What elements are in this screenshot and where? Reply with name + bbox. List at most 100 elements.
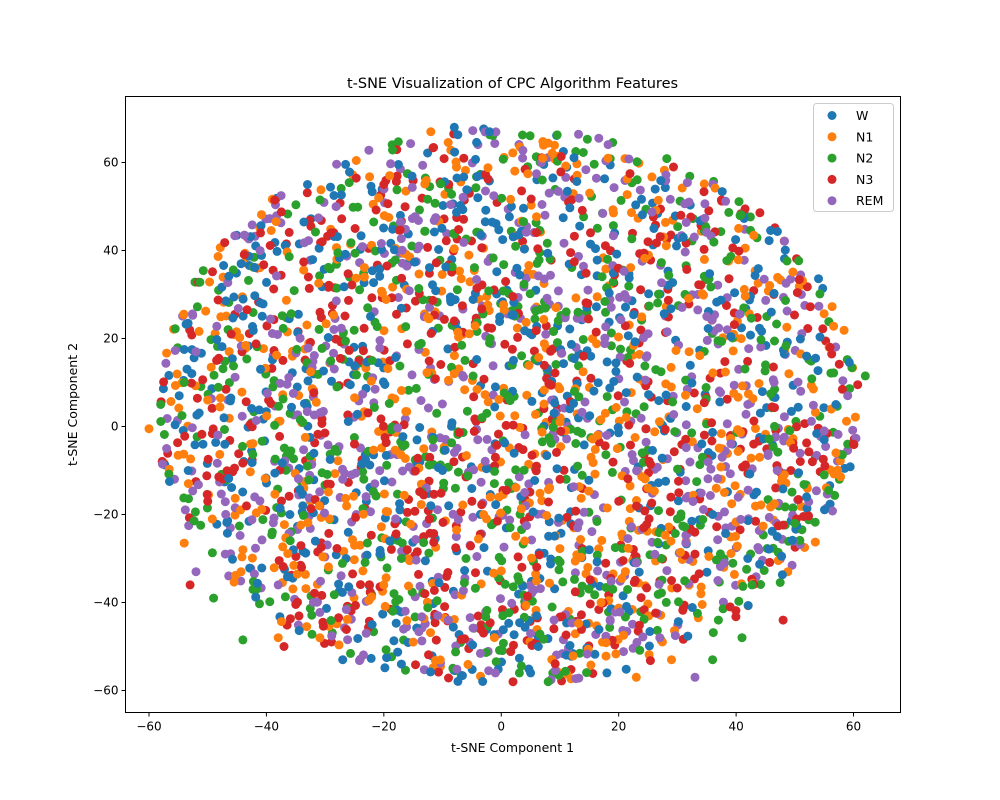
data-point-n1 [444, 375, 453, 385]
data-point-w [487, 217, 497, 227]
data-point-n1 [381, 295, 391, 304]
data-point-n2 [788, 503, 798, 513]
data-point-rem [772, 466, 782, 475]
data-point-n1 [205, 277, 215, 287]
data-point-n3 [642, 583, 652, 593]
data-point-n2 [470, 583, 480, 593]
data-point-n2 [323, 262, 333, 272]
data-point-n2 [477, 413, 487, 423]
data-point-n1 [539, 314, 549, 324]
data-point-rem [505, 515, 515, 525]
data-point-n3 [566, 248, 576, 258]
data-point-w [490, 382, 500, 392]
data-point-n3 [304, 283, 314, 293]
data-point-w [472, 355, 482, 364]
data-point-w [702, 567, 712, 577]
data-point-n1 [350, 540, 359, 550]
data-point-n1 [257, 504, 267, 514]
data-point-w [634, 567, 644, 577]
data-point-rem [162, 444, 172, 453]
data-point-rem [718, 597, 728, 607]
data-point-n2 [597, 272, 607, 282]
data-point-n2 [519, 465, 529, 475]
data-point-n1 [524, 361, 534, 370]
data-point-w [375, 545, 385, 555]
data-point-n2 [423, 194, 433, 204]
data-point-rem [719, 558, 729, 568]
data-point-w [389, 636, 399, 646]
data-point-w [452, 173, 462, 183]
data-point-n3 [449, 457, 459, 467]
data-point-rem [473, 435, 483, 445]
data-point-w [813, 366, 823, 376]
data-point-rem [635, 185, 645, 195]
data-point-w [592, 557, 602, 567]
data-point-n2 [770, 336, 779, 346]
data-point-n1 [260, 474, 270, 483]
data-point-n2 [561, 474, 571, 484]
data-point-n2 [773, 447, 783, 457]
data-point-rem [336, 323, 346, 333]
data-point-rem [269, 513, 279, 523]
data-point-w [757, 326, 767, 336]
data-point-n1 [727, 499, 737, 509]
data-point-n1 [458, 500, 468, 510]
data-point-rem [191, 347, 201, 357]
data-point-n1 [508, 148, 518, 158]
data-point-n3 [343, 269, 353, 279]
data-point-rem [756, 342, 766, 352]
data-point-rem [273, 580, 283, 590]
data-point-w [543, 248, 553, 258]
data-point-n2 [601, 583, 611, 592]
data-point-rem [681, 538, 691, 548]
data-point-n3 [494, 429, 503, 439]
data-point-n2 [228, 265, 238, 275]
data-point-n1 [359, 263, 369, 273]
data-point-n1 [456, 274, 466, 284]
data-point-w [592, 255, 602, 265]
data-point-n3 [492, 440, 502, 450]
data-point-w [685, 360, 695, 370]
data-point-rem [662, 566, 672, 576]
data-point-n2 [578, 335, 588, 344]
data-point-w [301, 548, 311, 558]
data-point-n2 [531, 306, 541, 316]
data-point-n3 [507, 344, 517, 354]
data-point-n1 [692, 404, 702, 414]
data-point-n3 [259, 260, 269, 270]
data-point-rem [521, 227, 531, 237]
data-point-n3 [502, 485, 511, 495]
data-point-n1 [300, 432, 310, 442]
data-point-n3 [444, 673, 453, 683]
data-point-n1 [494, 395, 504, 404]
data-point-rem [657, 278, 667, 288]
data-point-n3 [294, 611, 304, 621]
data-point-w [441, 262, 451, 272]
data-point-n1 [635, 349, 644, 359]
data-point-w [831, 400, 841, 409]
data-point-n1 [521, 600, 531, 610]
data-point-w [812, 429, 822, 438]
data-point-n1 [485, 492, 495, 502]
data-point-n2 [603, 254, 613, 264]
data-point-n2 [680, 576, 690, 586]
data-point-rem [696, 488, 706, 498]
data-point-n1 [609, 208, 618, 218]
data-point-n2 [381, 645, 391, 655]
data-point-n3 [583, 298, 593, 308]
data-point-n1 [661, 217, 670, 227]
data-point-rem [309, 351, 319, 360]
data-point-n3 [834, 359, 844, 369]
data-point-w [444, 501, 454, 511]
data-point-rem [314, 213, 323, 223]
data-point-n3 [439, 314, 449, 324]
data-point-n3 [316, 313, 326, 323]
data-point-n2 [592, 517, 602, 526]
data-point-w [611, 358, 621, 368]
data-point-n1 [489, 633, 499, 643]
data-point-n1 [496, 566, 506, 576]
data-point-n1 [510, 411, 520, 421]
data-point-w [382, 653, 392, 663]
data-point-n2 [270, 420, 280, 430]
data-point-n2 [718, 604, 728, 614]
